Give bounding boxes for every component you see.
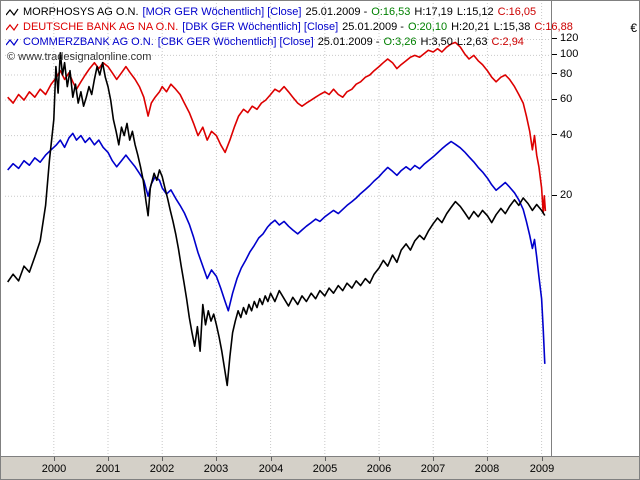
y-tick-label: 20 [552, 189, 572, 201]
legend-symbol-info: [MOR GER Wöchentlich] [Close] [142, 5, 302, 18]
y-tick-value: 100 [560, 48, 579, 61]
y-tick-mark [552, 98, 557, 100]
legend-close: C:16,05 [497, 5, 537, 18]
legend-high: H:3,50 [420, 35, 453, 48]
y-tick-mark [552, 53, 557, 55]
legend-high: H:17,19 [414, 5, 453, 18]
y-tick-label: 60 [552, 93, 572, 105]
series-zigzag-icon [6, 38, 19, 46]
x-axis: 2000 2001 2002 2003 2004 2005 2006 2007 2008 2009 [1, 456, 639, 479]
legend-date: 25.01.2009 - [305, 5, 368, 18]
x-tick-label: 2007 [420, 463, 446, 475]
legend-row: DEUTSCHE BANK AG NA O.N. [DBK GER Wöchent… [6, 19, 573, 34]
legend-symbol-info: [CBK GER Wöchentlich] [Close] [157, 35, 314, 48]
legend: MORPHOSYS AG O.N. [MOR GER Wöchentlich] [… [6, 4, 573, 49]
series-line [7, 51, 546, 387]
x-tick-label: 2009 [529, 463, 555, 475]
x-tick-label: 2008 [474, 463, 500, 475]
x-tick-mark [54, 457, 55, 461]
legend-name: DEUTSCHE BANK AG NA O.N. [23, 20, 179, 33]
x-tick-label: 2002 [149, 463, 175, 475]
y-tick-value: 120 [560, 32, 579, 45]
x-tick-mark [487, 457, 488, 461]
series-zigzag-icon [6, 8, 19, 16]
legend-symbol-info: [DBK GER Wöchentlich] [Close] [182, 20, 339, 33]
y-tick-value: 40 [560, 128, 573, 141]
series-zigzag-icon [6, 23, 19, 31]
y-tick-value: 20 [560, 189, 573, 202]
legend-row: MORPHOSYS AG O.N. [MOR GER Wöchentlich] [… [6, 4, 573, 19]
y-tick-label: 80 [552, 68, 572, 80]
legend-open: O:16,53 [371, 5, 411, 18]
x-tick-mark [162, 457, 163, 461]
y-tick-label: 120 [552, 32, 578, 44]
x-tick-label: 2001 [95, 463, 121, 475]
x-tick-mark [379, 457, 380, 461]
y-tick-mark [552, 37, 557, 39]
y-tick-label: 100 [552, 48, 578, 60]
legend-date: 25.01.2009 - [317, 35, 380, 48]
y-tick-label: 40 [552, 129, 572, 141]
x-tick-label: 2005 [312, 463, 338, 475]
legend-name: COMMERZBANK AG O.N. [23, 35, 154, 48]
legend-open: O:3,26 [383, 35, 417, 48]
legend-row: COMMERZBANK AG O.N. [CBK GER Wöchentlich]… [6, 34, 573, 49]
x-tick-mark [216, 457, 217, 461]
currency-label: € [630, 21, 637, 35]
legend-low: L:15,12 [456, 5, 494, 18]
chart-plot-area[interactable]: MORPHOSYS AG O.N. [MOR GER Wöchentlich] [… [1, 1, 573, 456]
x-tick-label: 2004 [258, 463, 284, 475]
legend-name: MORPHOSYS AG O.N. [23, 5, 139, 18]
x-tick-mark [108, 457, 109, 461]
y-axis: € 20 40 60 80 100 120 [551, 1, 639, 456]
x-tick-mark [542, 457, 543, 461]
y-tick-mark [552, 73, 557, 75]
legend-date: 25.01.2009 - [342, 20, 404, 33]
y-tick-value: 60 [560, 93, 573, 106]
series-line [7, 132, 546, 364]
x-tick-mark [271, 457, 272, 461]
legend-close: C:2,94 [491, 35, 524, 48]
legend-low: L:2,63 [456, 35, 488, 48]
price-chart[interactable] [1, 1, 551, 456]
x-tick-mark [325, 457, 326, 461]
legend-low: L:15,38 [493, 20, 531, 33]
x-tick-mark [433, 457, 434, 461]
x-tick-label: 2000 [41, 463, 67, 475]
y-tick-value: 80 [560, 67, 573, 80]
y-tick-mark [552, 194, 557, 196]
series-line [7, 41, 547, 214]
legend-close: C:16,88 [534, 20, 573, 33]
y-tick-mark [552, 134, 557, 136]
x-tick-label: 2006 [366, 463, 392, 475]
legend-high: H:20,21 [451, 20, 490, 33]
legend-open: O:20,10 [407, 20, 448, 33]
x-tick-label: 2003 [203, 463, 229, 475]
watermark: © www.tradesignalonline.com [7, 51, 152, 63]
